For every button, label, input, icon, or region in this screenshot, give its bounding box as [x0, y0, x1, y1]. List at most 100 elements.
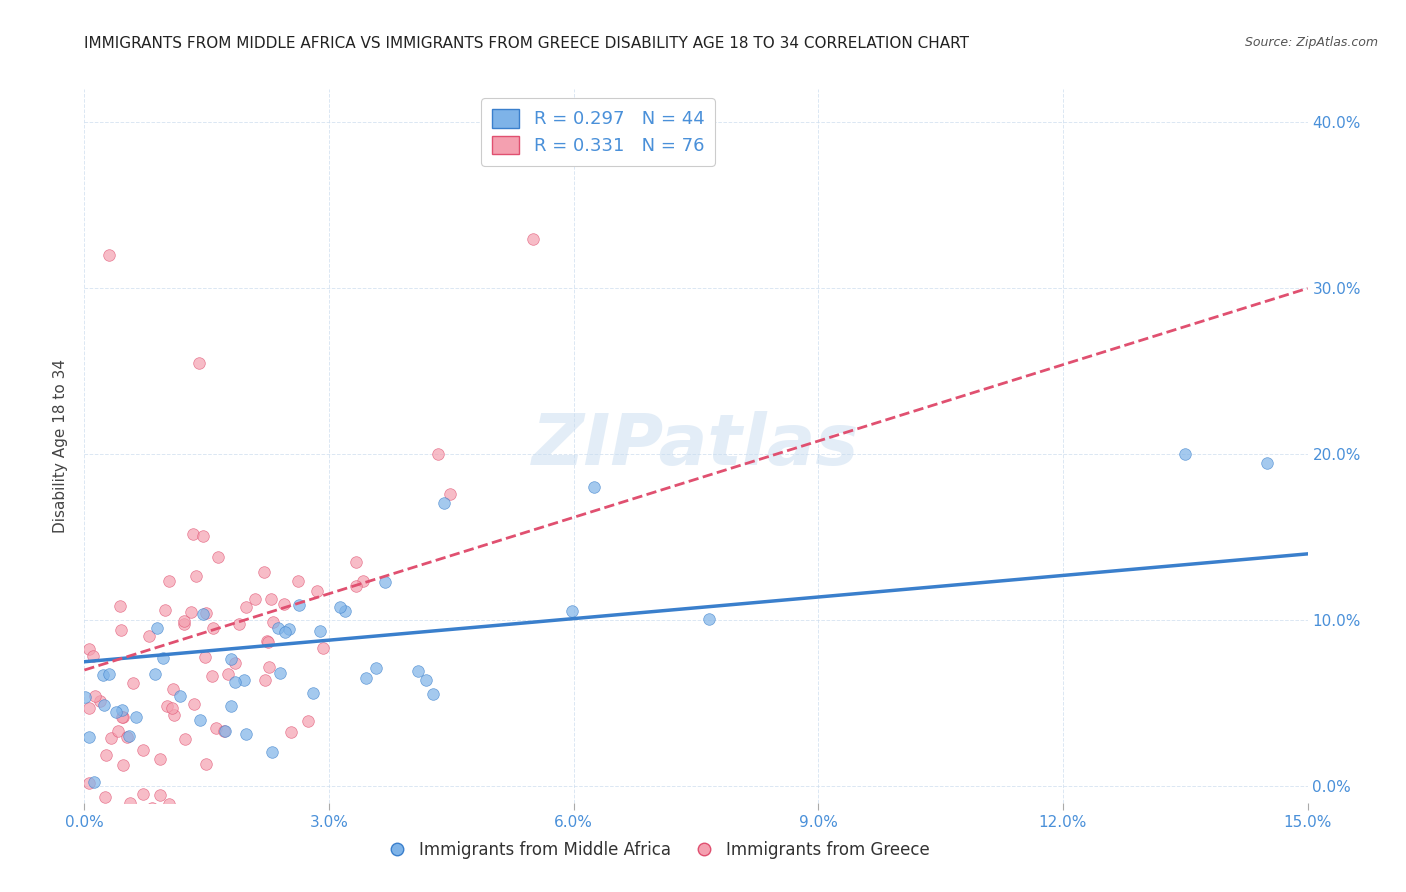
Point — [287, 574, 309, 589]
Point — [190, 713, 212, 727]
Point — [439, 487, 461, 501]
Point — [329, 600, 352, 615]
Point — [193, 607, 215, 621]
Point — [146, 621, 169, 635]
Point — [309, 624, 332, 638]
Point — [111, 710, 134, 724]
Point — [93, 698, 115, 713]
Point — [287, 599, 309, 613]
Point — [260, 592, 283, 607]
Point — [415, 673, 437, 688]
Point — [344, 578, 367, 592]
Point — [180, 605, 202, 619]
Point — [235, 727, 257, 741]
Point — [84, 689, 107, 703]
Point — [118, 796, 141, 810]
Point — [107, 723, 129, 738]
Point — [228, 617, 250, 632]
Point — [143, 667, 166, 681]
Point — [1174, 447, 1197, 461]
Point — [97, 804, 120, 818]
Point — [273, 597, 295, 611]
Point — [202, 622, 225, 636]
Point — [561, 604, 583, 618]
Point — [135, 804, 157, 818]
Point — [82, 649, 104, 664]
Point — [149, 788, 172, 802]
Point — [297, 714, 319, 728]
Point — [217, 667, 239, 681]
Point — [582, 480, 605, 494]
Point — [91, 667, 114, 681]
Point — [104, 705, 127, 719]
Point — [256, 634, 278, 648]
Point — [243, 591, 266, 606]
Point — [132, 787, 155, 801]
Point — [94, 748, 117, 763]
Point — [149, 752, 172, 766]
Point — [344, 555, 367, 569]
Point — [163, 708, 186, 723]
Point — [173, 614, 195, 628]
Point — [112, 710, 135, 724]
Point — [110, 599, 132, 614]
Point — [262, 615, 284, 629]
Point — [212, 724, 235, 739]
Point — [269, 666, 291, 681]
Point — [115, 730, 138, 744]
Point — [257, 635, 280, 649]
Point — [97, 248, 120, 262]
Point — [111, 757, 134, 772]
Point — [253, 565, 276, 579]
Point — [152, 651, 174, 665]
Point — [278, 622, 301, 636]
Point — [83, 774, 105, 789]
Point — [75, 690, 97, 704]
Point — [77, 730, 100, 744]
Point — [266, 621, 288, 635]
Point — [354, 671, 377, 685]
Point — [100, 731, 122, 746]
Point — [195, 606, 218, 620]
Point — [427, 447, 450, 461]
Point — [169, 689, 191, 703]
Text: Source: ZipAtlas.com: Source: ZipAtlas.com — [1244, 36, 1378, 49]
Point — [141, 801, 163, 815]
Point — [274, 625, 297, 640]
Point — [173, 617, 195, 632]
Point — [183, 697, 205, 711]
Point — [77, 776, 100, 790]
Point — [219, 651, 242, 665]
Point — [153, 603, 176, 617]
Point — [260, 745, 283, 759]
Point — [77, 642, 100, 657]
Point — [214, 723, 236, 738]
Point — [181, 527, 204, 541]
Point — [200, 669, 222, 683]
Point — [118, 729, 141, 743]
Point — [204, 721, 226, 735]
Point — [207, 549, 229, 564]
Point — [374, 574, 396, 589]
Point — [195, 756, 218, 771]
Point — [699, 612, 721, 626]
Point — [235, 599, 257, 614]
Point — [94, 790, 117, 805]
Point — [98, 666, 121, 681]
Y-axis label: Disability Age 18 to 34: Disability Age 18 to 34 — [53, 359, 69, 533]
Point — [138, 629, 160, 643]
Point — [232, 673, 254, 688]
Point — [125, 709, 148, 723]
Point — [184, 569, 207, 583]
Text: IMMIGRANTS FROM MIDDLE AFRICA VS IMMIGRANTS FROM GREECE DISABILITY AGE 18 TO 34 : IMMIGRANTS FROM MIDDLE AFRICA VS IMMIGRA… — [84, 36, 969, 51]
Point — [422, 687, 444, 701]
Point — [131, 743, 153, 757]
Point — [302, 686, 325, 700]
Point — [1256, 456, 1278, 470]
Point — [159, 574, 181, 588]
Point — [219, 699, 242, 714]
Legend: Immigrants from Middle Africa, Immigrants from Greece: Immigrants from Middle Africa, Immigrant… — [382, 835, 936, 866]
Point — [312, 641, 335, 656]
Point — [224, 657, 246, 671]
Point — [162, 681, 184, 696]
